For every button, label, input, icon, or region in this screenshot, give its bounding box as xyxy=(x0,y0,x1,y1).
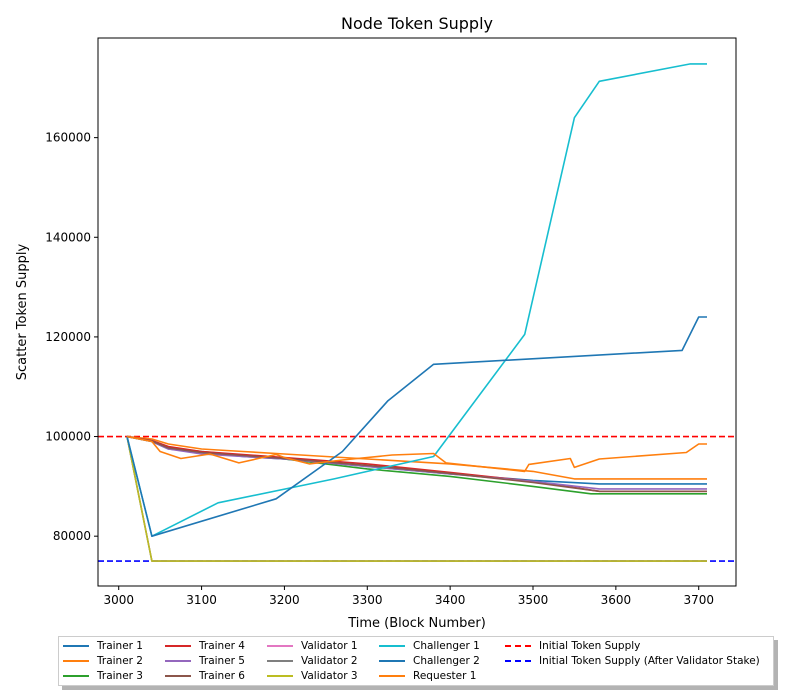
legend-swatch xyxy=(267,645,293,647)
chart-title: Node Token Supply xyxy=(341,14,493,33)
x-tick-label: 3700 xyxy=(683,593,714,607)
series-line-trainer-2 xyxy=(126,435,707,480)
legend-item: Validator 2 xyxy=(267,654,358,668)
series-line-trainer-3 xyxy=(126,435,707,495)
legend-label: Validator 3 xyxy=(301,670,358,682)
legend-label: Trainer 6 xyxy=(199,670,245,682)
legend-item: Initial Token Supply (After Validator St… xyxy=(505,654,760,668)
legend-item: Initial Token Supply xyxy=(505,639,640,653)
legend-label: Initial Token Supply (After Validator St… xyxy=(539,655,760,667)
y-tick-label: 160000 xyxy=(45,131,91,145)
series-line-validator-3 xyxy=(126,436,707,562)
legend-item: Validator 1 xyxy=(267,639,358,653)
legend-swatch xyxy=(505,660,531,662)
legend-swatch xyxy=(165,675,191,677)
y-tick-label: 80000 xyxy=(53,529,91,543)
legend-item: Trainer 3 xyxy=(63,669,143,683)
x-tick-label: 3100 xyxy=(186,593,217,607)
legend-label: Challenger 1 xyxy=(413,640,480,652)
chart-legend: Trainer 1 Trainer 4 Validator 1 Challenger … xyxy=(58,636,774,686)
legend-label: Trainer 5 xyxy=(199,655,245,667)
y-tick-label: 140000 xyxy=(45,230,91,244)
series-line-trainer-4 xyxy=(126,435,707,493)
legend-label: Initial Token Supply xyxy=(539,640,641,652)
legend-swatch xyxy=(379,645,405,647)
legend-swatch xyxy=(505,645,531,647)
y-tick-label: 100000 xyxy=(45,430,91,444)
series-line-challenger-1 xyxy=(126,63,707,538)
legend-item: Trainer 5 xyxy=(165,654,245,668)
legend-item: Trainer 1 xyxy=(63,639,143,653)
series-line-challenger-2 xyxy=(126,316,707,538)
legend-item: Trainer 6 xyxy=(165,669,245,683)
x-tick-label: 3200 xyxy=(269,593,300,607)
x-tick-label: 3000 xyxy=(103,593,134,607)
y-tick-label: 120000 xyxy=(45,330,91,344)
x-tick-label: 3400 xyxy=(435,593,466,607)
x-tick-label: 3600 xyxy=(601,593,632,607)
legend-label: Validator 1 xyxy=(301,640,358,652)
legend-swatch xyxy=(267,660,293,662)
legend-item: Challenger 1 xyxy=(379,639,480,653)
legend-swatch xyxy=(63,645,89,647)
plot-frame xyxy=(97,37,737,587)
y-axis-label: Scatter Token Supply xyxy=(15,243,30,380)
legend-label: Challenger 2 xyxy=(413,655,480,667)
plot-area xyxy=(98,63,736,562)
series-line-trainer-6 xyxy=(126,435,707,493)
legend-swatch xyxy=(379,660,405,662)
legend-label: Requester 1 xyxy=(413,670,477,682)
legend-label: Trainer 1 xyxy=(97,640,143,652)
x-tick-label: 3500 xyxy=(518,593,549,607)
legend-swatch xyxy=(165,645,191,647)
legend-swatch xyxy=(63,675,89,677)
legend-item: Requester 1 xyxy=(379,669,476,683)
x-tick-label: 3300 xyxy=(352,593,383,607)
legend-item: Validator 3 xyxy=(267,669,358,683)
legend-item: Challenger 2 xyxy=(379,654,480,668)
legend-label: Trainer 3 xyxy=(97,670,143,682)
x-axis-label: Time (Block Number) xyxy=(347,616,486,631)
legend-swatch xyxy=(379,675,405,677)
legend-label: Trainer 4 xyxy=(199,640,245,652)
legend-swatch xyxy=(63,660,89,662)
legend-label: Validator 2 xyxy=(301,655,358,667)
legend-swatch xyxy=(267,675,293,677)
series-line-requester-1 xyxy=(126,435,707,473)
legend-item: Trainer 4 xyxy=(165,639,245,653)
legend-item: Trainer 2 xyxy=(63,654,143,668)
legend-swatch xyxy=(165,660,191,662)
legend-label: Trainer 2 xyxy=(97,655,143,667)
